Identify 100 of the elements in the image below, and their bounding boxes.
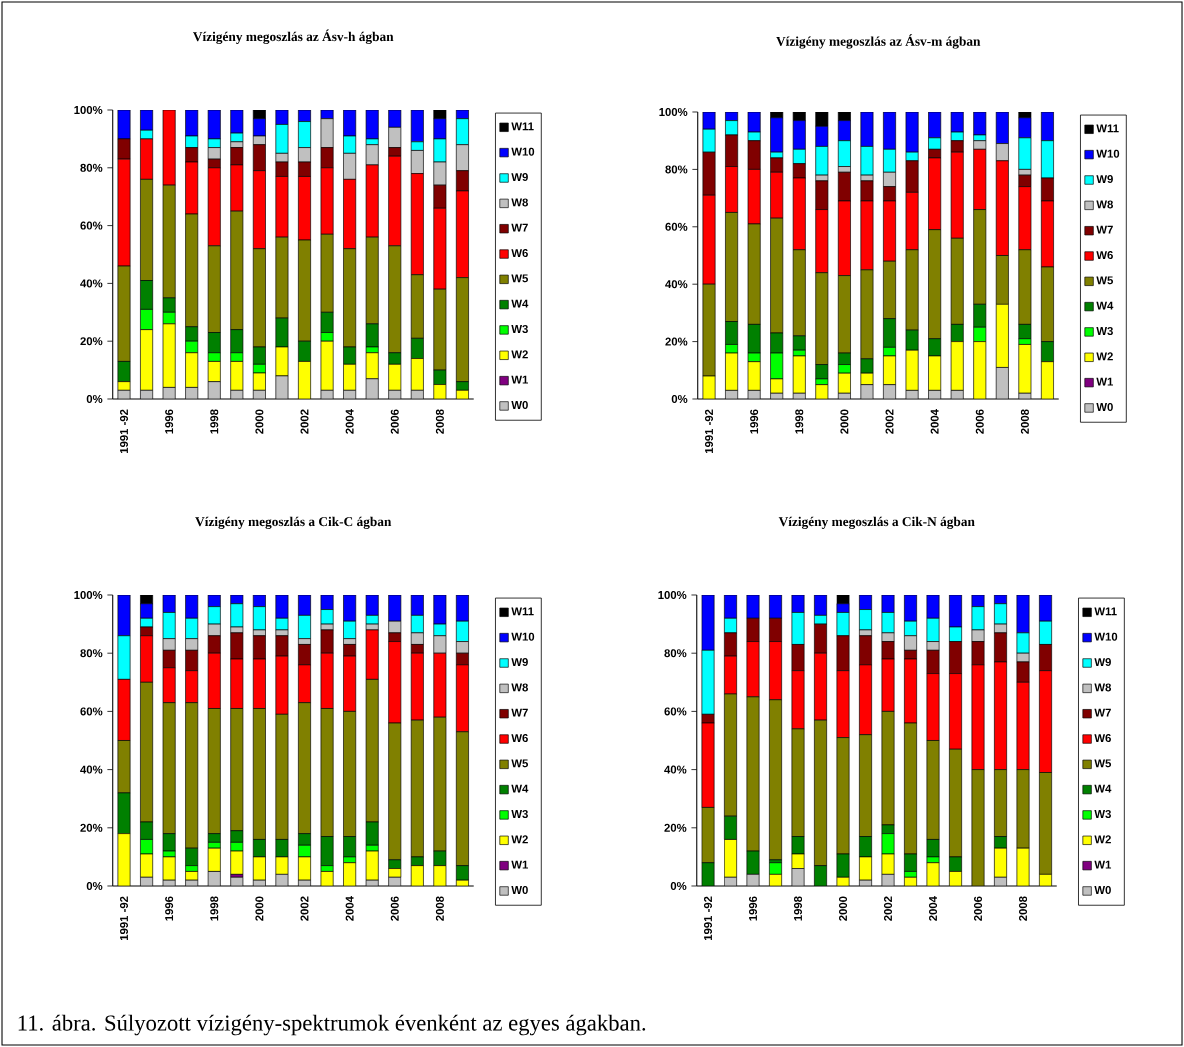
legend-label: W3: [511, 809, 528, 819]
y-tick-label: 80%: [80, 649, 103, 658]
bar: [836, 853, 850, 878]
y-tick-label: 40%: [665, 280, 688, 289]
y-tick-label: 80%: [80, 163, 103, 172]
y-tick-label: 20%: [80, 823, 103, 832]
x-tick-label: 2002: [300, 896, 309, 921]
x-tick-label: 1991 -92: [704, 896, 713, 941]
y-tick-label: 0%: [86, 394, 103, 403]
x-tick-label: 2006: [974, 896, 983, 921]
legend-label: W7: [511, 708, 528, 717]
legend-label: W8: [1094, 683, 1112, 692]
legend-label: W0: [1094, 886, 1111, 895]
legend-label: W2: [511, 835, 528, 844]
legend-label: W11: [511, 122, 534, 131]
x-tick-label: 2008: [1020, 409, 1029, 434]
x-tick-label: 2000: [255, 896, 264, 921]
legend-label: W11: [1096, 124, 1119, 133]
legend-label: W0: [511, 401, 528, 410]
x-tick-label: 1996: [165, 409, 174, 434]
y-tick-label: 40%: [80, 765, 103, 774]
legend-label: W9: [1096, 175, 1113, 184]
x-tick-label: 2006: [390, 896, 399, 921]
legend-label: W8: [511, 683, 528, 692]
x-tick-label: 2008: [435, 896, 444, 921]
x-tick-label: 1996: [165, 896, 174, 921]
legend-label: W0: [511, 886, 528, 895]
y-tick-label: 100%: [74, 590, 103, 599]
legend-label: W7: [511, 223, 528, 232]
bar: [859, 609, 872, 631]
legend-label: W9: [1094, 658, 1111, 667]
legend-label: W11: [511, 607, 534, 616]
bar: [926, 839, 940, 858]
x-tick-label: 2004: [345, 409, 354, 434]
x-tick-label: 1991 -92: [705, 409, 714, 454]
legend-label: W1: [1096, 377, 1114, 386]
legend-label: W7: [1094, 708, 1111, 717]
legend-label: W8: [511, 198, 528, 207]
x-tick-label: 1996: [750, 409, 759, 434]
x-tick-label: 2000: [255, 409, 264, 434]
legend-label: W7: [1096, 225, 1113, 234]
x-tick-label: 1991 -92: [120, 409, 129, 454]
legend-label: W10: [511, 147, 535, 156]
y-tick-label: 80%: [664, 649, 687, 658]
x-tick-label: 2006: [975, 409, 984, 434]
legend-label: W4: [511, 784, 529, 793]
y-tick-label: 20%: [664, 823, 687, 832]
bar: [230, 874, 244, 878]
legend-label: W4: [511, 299, 529, 308]
legend-label: W8: [1096, 200, 1113, 209]
y-tick-label: 40%: [664, 765, 687, 774]
bar: [365, 615, 379, 625]
chart-title: Vízigény megoszlás a Cik-C ágban: [195, 516, 392, 529]
x-tick-label: 1998: [795, 409, 804, 434]
legend-label: W4: [1096, 301, 1114, 310]
y-tick-label: 60%: [80, 221, 103, 230]
x-tick-label: 2002: [885, 409, 894, 434]
x-tick-label: 2004: [929, 896, 938, 921]
text: 11. ábra. Súlyozott vízigény-spektrumok évenként az egyes ágakban.: [18, 1014, 646, 1036]
y-tick-label: 80%: [665, 165, 688, 174]
x-tick-label: 1996: [749, 896, 758, 921]
y-tick-label: 60%: [80, 707, 103, 716]
legend-label: W5: [1096, 276, 1114, 285]
legend-label: W2: [1096, 352, 1113, 361]
legend-label: W2: [1094, 835, 1111, 844]
x-tick-label: 1991 -92: [120, 896, 129, 941]
x-tick-label: 2000: [840, 409, 849, 434]
y-tick-label: 60%: [664, 707, 687, 716]
y-tick-label: 100%: [659, 107, 688, 116]
legend-label: W1: [511, 860, 528, 869]
x-tick-label: 2002: [300, 409, 309, 434]
chart-title: Vízigény megoszlás az Ásv-h ágban: [193, 29, 394, 44]
y-tick-label: 100%: [658, 590, 687, 599]
legend-label: W3: [1094, 809, 1111, 819]
legend-label: W10: [1094, 632, 1118, 641]
y-tick-label: 0%: [670, 882, 687, 891]
legend-label: W6: [511, 734, 528, 743]
y-tick-label: 0%: [86, 882, 103, 891]
bar: [320, 609, 334, 625]
legend-label: W6: [1096, 251, 1113, 260]
bar: [949, 856, 962, 872]
legend-label: W9: [511, 658, 528, 667]
x-tick-label: 1998: [210, 896, 219, 921]
y-tick-label: 0%: [671, 394, 688, 403]
legend-label: W10: [1096, 149, 1120, 158]
legend-label: W4: [1094, 784, 1112, 793]
x-tick-label: 2008: [1019, 896, 1028, 921]
legend-label: W2: [511, 350, 528, 359]
legend-label: W5: [1094, 759, 1112, 768]
y-tick-label: 20%: [665, 337, 688, 346]
bar: [252, 606, 266, 631]
bar: [230, 603, 244, 628]
legend-label: W1: [511, 375, 528, 384]
legend-label: W6: [511, 249, 528, 258]
bar: [769, 862, 782, 875]
x-tick-label: 2004: [345, 896, 354, 921]
x-tick-label: 2002: [884, 896, 893, 921]
legend-label: W5: [511, 759, 528, 768]
bar: [275, 617, 289, 631]
legend-label: W3: [1096, 326, 1113, 336]
